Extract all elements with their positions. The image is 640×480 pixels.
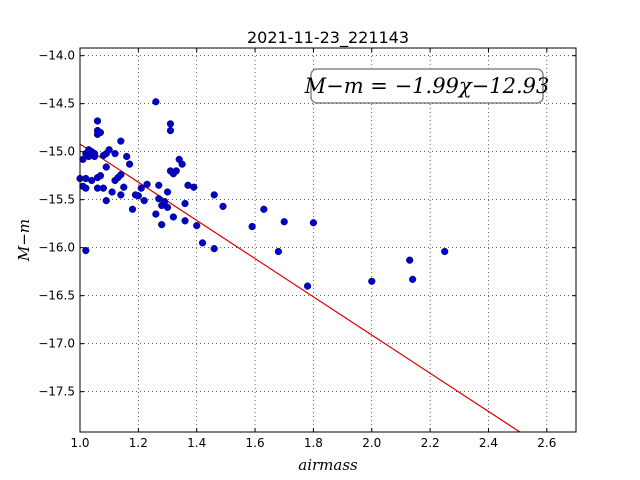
data-point bbox=[219, 202, 227, 211]
data-point bbox=[406, 256, 414, 264]
data-point bbox=[152, 98, 160, 106]
data-point bbox=[82, 184, 90, 192]
data-points bbox=[76, 98, 449, 290]
chart-title: 2021-11-23_221143 bbox=[247, 28, 409, 48]
data-point bbox=[102, 197, 110, 205]
fit-equation-box: M−m = −1.99χ−12.93 bbox=[304, 68, 550, 104]
data-point bbox=[134, 192, 142, 200]
data-point bbox=[368, 277, 376, 285]
data-point bbox=[158, 221, 166, 229]
data-point bbox=[181, 217, 189, 225]
data-point bbox=[105, 146, 113, 154]
grid bbox=[79, 48, 576, 432]
data-point bbox=[96, 172, 105, 180]
data-point bbox=[82, 246, 90, 255]
fit-line bbox=[79, 143, 521, 433]
x-tick-label: 2.2 bbox=[421, 436, 440, 450]
data-point bbox=[143, 180, 151, 188]
y-tick-label: −14.0 bbox=[38, 49, 75, 63]
plot-area bbox=[80, 48, 576, 432]
y-tick-label: −17.0 bbox=[38, 337, 75, 351]
fit-line-layer bbox=[79, 143, 521, 433]
x-tick-label: 1.2 bbox=[129, 436, 148, 450]
data-point bbox=[126, 160, 134, 168]
data-point bbox=[96, 128, 105, 137]
y-tick-label: −17.5 bbox=[38, 385, 75, 399]
data-point bbox=[99, 184, 107, 192]
data-point bbox=[117, 171, 125, 179]
data-point bbox=[102, 163, 110, 171]
data-point bbox=[155, 181, 163, 189]
data-point bbox=[123, 152, 131, 161]
data-point bbox=[166, 120, 175, 128]
fit-equation-frame bbox=[310, 68, 544, 104]
data-point bbox=[169, 213, 177, 221]
data-point bbox=[152, 210, 160, 218]
data-point bbox=[137, 184, 145, 192]
data-point bbox=[181, 199, 189, 208]
fit-equation: M−m = −1.99χ−12.93 bbox=[304, 74, 550, 98]
x-tick-label: 1.0 bbox=[70, 436, 89, 450]
data-point bbox=[409, 275, 417, 283]
x-tick-label: 2.4 bbox=[479, 436, 498, 450]
data-point bbox=[163, 188, 172, 196]
data-point bbox=[280, 218, 288, 226]
y-tick-label: −16.0 bbox=[38, 241, 75, 255]
data-point bbox=[441, 247, 449, 256]
x-tick-label: 2.6 bbox=[537, 436, 556, 450]
data-point bbox=[309, 219, 318, 227]
data-point bbox=[163, 203, 172, 211]
data-point bbox=[108, 188, 116, 196]
data-point bbox=[117, 191, 125, 199]
data-point bbox=[210, 191, 218, 199]
data-point bbox=[190, 183, 198, 191]
data-point bbox=[88, 176, 96, 185]
data-point bbox=[166, 126, 175, 135]
data-point bbox=[155, 195, 163, 203]
data-point bbox=[193, 222, 201, 230]
data-point bbox=[303, 282, 312, 290]
plot-frame bbox=[79, 47, 577, 433]
x-tick-label: 2.0 bbox=[362, 436, 381, 450]
y-tick-label: −14.5 bbox=[38, 97, 75, 111]
x-tick-label: 1.4 bbox=[187, 436, 206, 450]
y-tick-label: −15.5 bbox=[38, 193, 75, 207]
y-tick-label: −16.5 bbox=[38, 289, 75, 303]
data-point bbox=[140, 197, 148, 205]
data-point bbox=[172, 167, 180, 175]
axis-ticks: 1.0 1.2 1.4 1.6 1.8 2.0 2.2 2.4 2.6 −14.0 −14.5 −15… bbox=[38, 48, 576, 450]
y-axis-label: M−m bbox=[15, 219, 33, 262]
data-point bbox=[111, 150, 119, 158]
data-point bbox=[198, 239, 207, 247]
data-point bbox=[210, 245, 218, 253]
data-point bbox=[128, 205, 137, 213]
data-point bbox=[248, 222, 256, 231]
data-point bbox=[260, 205, 268, 213]
data-point bbox=[117, 137, 125, 145]
data-point bbox=[161, 198, 169, 206]
data-point bbox=[178, 160, 186, 168]
data-point bbox=[120, 183, 128, 191]
x-tick-label: 1.6 bbox=[246, 436, 265, 450]
data-point bbox=[274, 247, 283, 256]
x-tick-label: 1.8 bbox=[304, 436, 323, 450]
data-point bbox=[90, 150, 99, 158]
x-axis-label: airmass bbox=[298, 456, 358, 474]
data-point bbox=[93, 117, 102, 125]
y-tick-label: −15.0 bbox=[38, 145, 75, 159]
